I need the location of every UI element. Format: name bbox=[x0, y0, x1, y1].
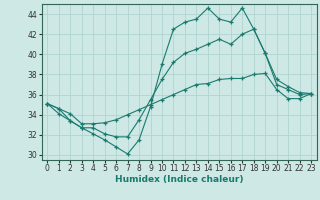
X-axis label: Humidex (Indice chaleur): Humidex (Indice chaleur) bbox=[115, 175, 244, 184]
